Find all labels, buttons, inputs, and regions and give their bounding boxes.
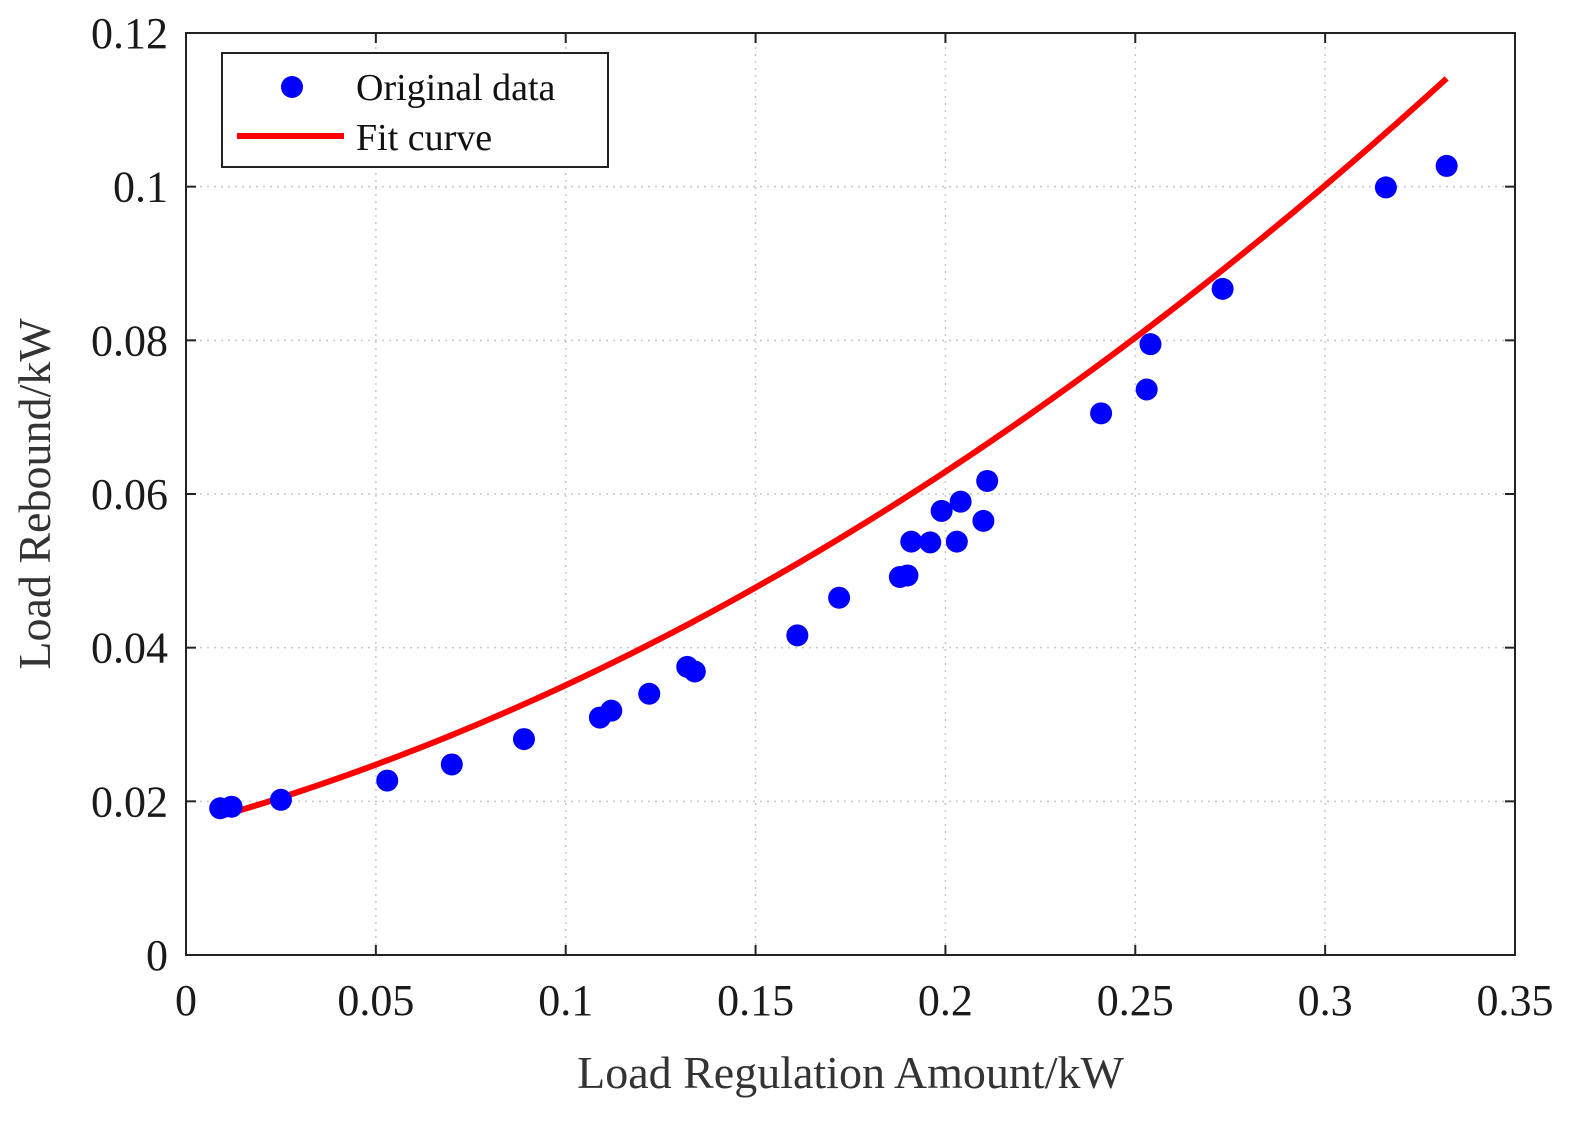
y-axis-label: Load Rebound/kW	[9, 318, 60, 670]
data-point	[1211, 277, 1234, 300]
data-point	[949, 490, 972, 513]
legend-marker-original-data	[281, 76, 303, 98]
data-point	[896, 564, 919, 587]
axis-ticks: 0 0.05 0.1 0.15 0.2 0.25 0.3 0.35 0 0.02 0.04 0.06 0…	[91, 9, 1554, 1025]
data-point	[1135, 378, 1158, 401]
x-axis-label: Load Regulation Amount/kW	[577, 1047, 1124, 1098]
y-tick-label: 0	[146, 931, 168, 980]
y-tick-label: 0.04	[91, 624, 168, 673]
data-point	[930, 499, 953, 522]
data-point	[1139, 333, 1162, 356]
y-tick-label: 0.02	[91, 777, 168, 826]
legend-label-original-data: Original data	[356, 67, 556, 109]
data-point	[269, 788, 292, 811]
y-tick-label: 0.08	[91, 316, 168, 365]
data-point	[440, 753, 463, 776]
data-point	[1090, 402, 1113, 425]
data-point	[786, 624, 809, 647]
data-point	[972, 509, 995, 532]
y-tick-label: 0.1	[113, 163, 168, 212]
data-point	[376, 769, 399, 792]
data-point	[945, 530, 968, 553]
data-point	[1374, 176, 1397, 199]
data-point	[976, 469, 999, 492]
x-tick-label: 0.3	[1298, 976, 1353, 1025]
x-tick-label: 0.2	[918, 976, 973, 1025]
fit-curve-layer	[223, 76, 1449, 818]
legend: Original data Fit curve	[221, 52, 609, 168]
legend-label-fit-curve: Fit curve	[356, 117, 492, 159]
data-point	[828, 586, 851, 609]
data-point	[919, 531, 942, 554]
x-tick-label: 0.35	[1477, 976, 1554, 1025]
x-tick-label: 0.1	[538, 976, 593, 1025]
data-points	[209, 154, 1458, 820]
x-tick-label: 0.25	[1097, 976, 1174, 1025]
data-point	[1435, 154, 1458, 177]
grid	[186, 33, 1515, 955]
data-point	[900, 530, 923, 553]
data-point	[683, 660, 706, 683]
fit-curve-line	[223, 76, 1449, 818]
legend-box	[221, 52, 609, 168]
x-tick-label: 0.15	[717, 976, 794, 1025]
y-tick-label: 0.06	[91, 470, 168, 519]
x-tick-label: 0.05	[337, 976, 414, 1025]
data-point	[638, 682, 661, 705]
data-point	[220, 795, 243, 818]
data-point	[512, 728, 535, 751]
data-point	[600, 699, 623, 722]
x-tick-label: 0	[175, 976, 197, 1025]
y-tick-label: 0.12	[91, 9, 168, 58]
